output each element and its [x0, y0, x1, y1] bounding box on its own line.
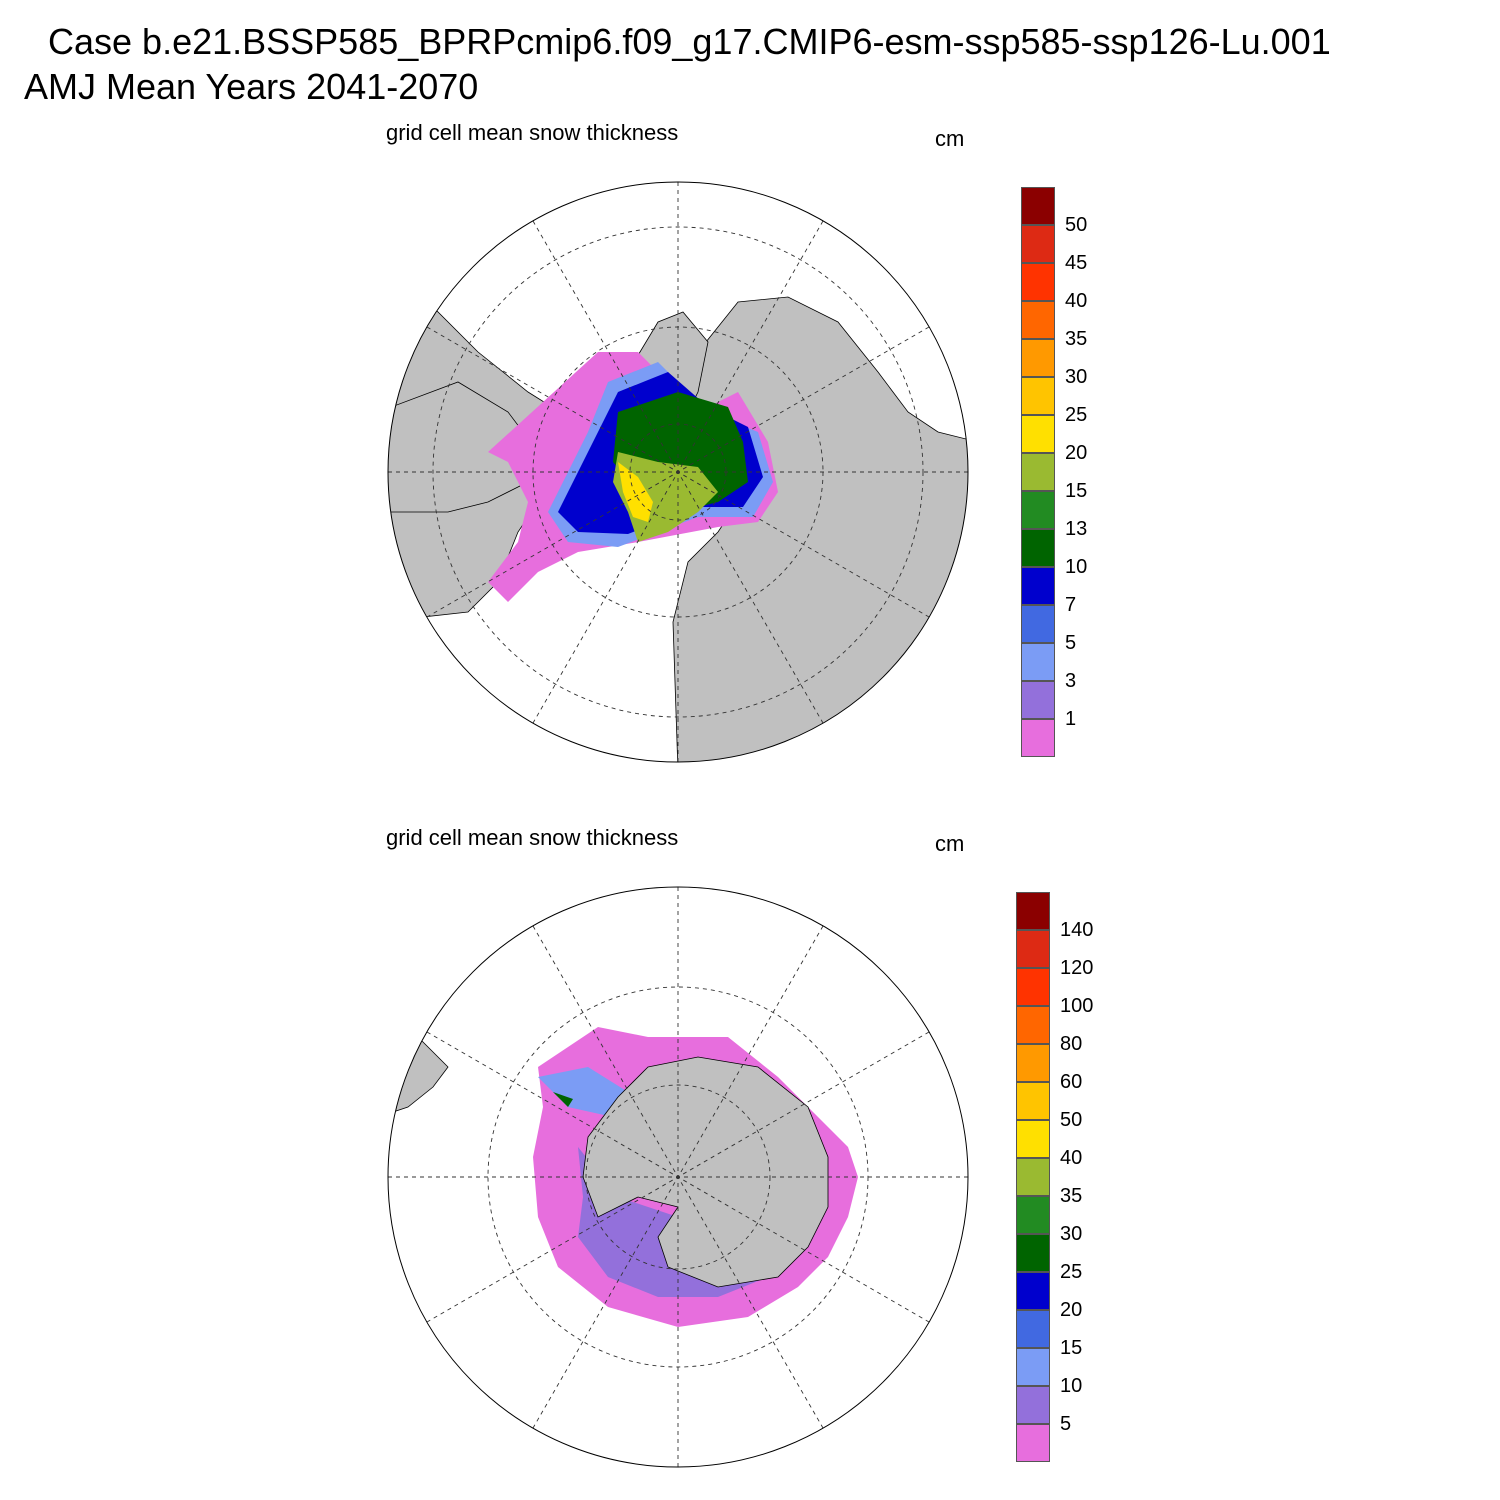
- arctic-colorbar-tick-label: 5: [1065, 632, 1077, 654]
- arctic-colorbar-swatch: [1021, 263, 1055, 301]
- antarctic-colorbar-tick-label: 80: [1060, 1033, 1083, 1055]
- arctic-colorbar-tick-label: 20: [1065, 442, 1088, 464]
- antarctic-colorbar-swatch: [1016, 1234, 1050, 1272]
- antarctic-colorbar-tick-label: 100: [1060, 995, 1094, 1017]
- antarctic-colorbar-tick-label: 60: [1060, 1071, 1083, 1093]
- antarctic-colorbar-tick-label: 30: [1060, 1223, 1083, 1245]
- antarctic-colorbar-swatch: [1016, 1082, 1050, 1120]
- antarctic-panel-title: grid cell mean snow thickness: [386, 825, 679, 850]
- antarctic-colorbar-tick-label: 120: [1060, 957, 1094, 979]
- arctic-colorbar-tick-label: 15: [1065, 480, 1088, 502]
- antarctic-colorbar-tick-label: 15: [1060, 1337, 1083, 1359]
- arctic-graticule: [388, 182, 968, 762]
- antarctic-colorbar-tick-label: 50: [1060, 1109, 1083, 1131]
- arctic-snow-contour-15cm: [613, 452, 718, 542]
- antarctic-colorbar-tick-label: 5: [1060, 1413, 1072, 1435]
- arctic-colorbar-tick-label: 35: [1065, 328, 1088, 350]
- antarctic-polar-map: [387, 886, 969, 1468]
- arctic-colorbar-tick-label: 25: [1065, 404, 1088, 426]
- arctic-colorbar-tick-label: 40: [1065, 290, 1088, 312]
- antarctic-colorbar-swatch: [1016, 1120, 1050, 1158]
- arctic-colorbar-tick-label: 13: [1065, 518, 1088, 540]
- antarctic-colorbar-swatch: [1016, 968, 1050, 1006]
- arctic-map-border: [387, 181, 969, 763]
- antarctic-map-border: [387, 886, 969, 1468]
- arctic-colorbar-tick-label: 10: [1065, 556, 1088, 578]
- antarctic-colorbar-tick-label: 20: [1060, 1299, 1083, 1321]
- arctic-colorbar-swatch: [1021, 453, 1055, 491]
- arctic-colorbar-tick-label: 30: [1065, 366, 1088, 388]
- arctic-colorbar-swatch: [1021, 681, 1055, 719]
- antarctic-colorbar-tick-label: 25: [1060, 1261, 1083, 1283]
- arctic-polar-map: [387, 181, 969, 763]
- arctic-colorbar-swatch: [1021, 187, 1055, 225]
- antarctic-colorbar-swatch: [1016, 892, 1050, 930]
- arctic-colorbar-tick-label: 1: [1065, 708, 1077, 730]
- arctic-colorbar-swatch: [1021, 567, 1055, 605]
- arctic-colorbar-tick-label: 7: [1065, 594, 1077, 616]
- antarctic-colorbar-tick-label: 35: [1060, 1185, 1083, 1207]
- figure-title-case: Case b.e21.BSSP585_BPRPcmip6.f09_g17.CMI…: [48, 21, 1331, 62]
- arctic-unit-label: cm: [935, 126, 965, 151]
- antarctic-colorbar-swatch: [1016, 1348, 1050, 1386]
- arctic-colorbar-tick-label: 45: [1065, 252, 1088, 274]
- antarctica-land: [582, 1056, 829, 1288]
- arctic-colorbar-swatch: [1021, 529, 1055, 567]
- antarctic-graticule: [388, 887, 968, 1467]
- antarctic-snow-contour-25cm: [553, 1092, 573, 1107]
- antarctic-colorbar-swatch: [1016, 1196, 1050, 1234]
- arctic-colorbar-swatch: [1021, 719, 1055, 757]
- antarctic-colorbar-tick-label: 10: [1060, 1375, 1083, 1397]
- antarctic-colorbar-swatch: [1016, 1044, 1050, 1082]
- antarctic-colorbar-tick-label: 140: [1060, 919, 1094, 941]
- antarctic-colorbar-swatch: [1016, 1310, 1050, 1348]
- antarctic-colorbar-swatch: [1016, 1424, 1050, 1462]
- arctic-colorbar-swatch: [1021, 339, 1055, 377]
- arctic-colorbar-swatch: [1021, 225, 1055, 263]
- antarctic-unit-label: cm: [935, 831, 965, 856]
- arctic-colorbar-tick-label: 50: [1065, 214, 1088, 236]
- arctic-panel-title: grid cell mean snow thickness: [386, 120, 679, 145]
- antarctic-colorbar-swatch: [1016, 1386, 1050, 1424]
- antarctic-snow-contour-15cm: [538, 1067, 628, 1117]
- arctic-colorbar-swatch: [1021, 377, 1055, 415]
- antarctic-colorbar-swatch: [1016, 1158, 1050, 1196]
- antarctic-colorbar-swatch: [1016, 1006, 1050, 1044]
- antarctic-colorbar-tick-label: 40: [1060, 1147, 1083, 1169]
- arctic-colorbar-swatch: [1021, 491, 1055, 529]
- arctic-colorbar-swatch: [1021, 643, 1055, 681]
- arctic-colorbar-swatch: [1021, 301, 1055, 339]
- arctic-colorbar-swatch: [1021, 605, 1055, 643]
- antarctic-colorbar-swatch: [1016, 930, 1050, 968]
- arctic-snow-contour-20cm: [618, 462, 653, 522]
- antarctic-colorbar-swatch: [1016, 1272, 1050, 1310]
- arctic-colorbar-tick-label: 3: [1065, 670, 1077, 692]
- arctic-colorbar-swatch: [1021, 415, 1055, 453]
- figure-title-period: AMJ Mean Years 2041-2070: [24, 66, 479, 107]
